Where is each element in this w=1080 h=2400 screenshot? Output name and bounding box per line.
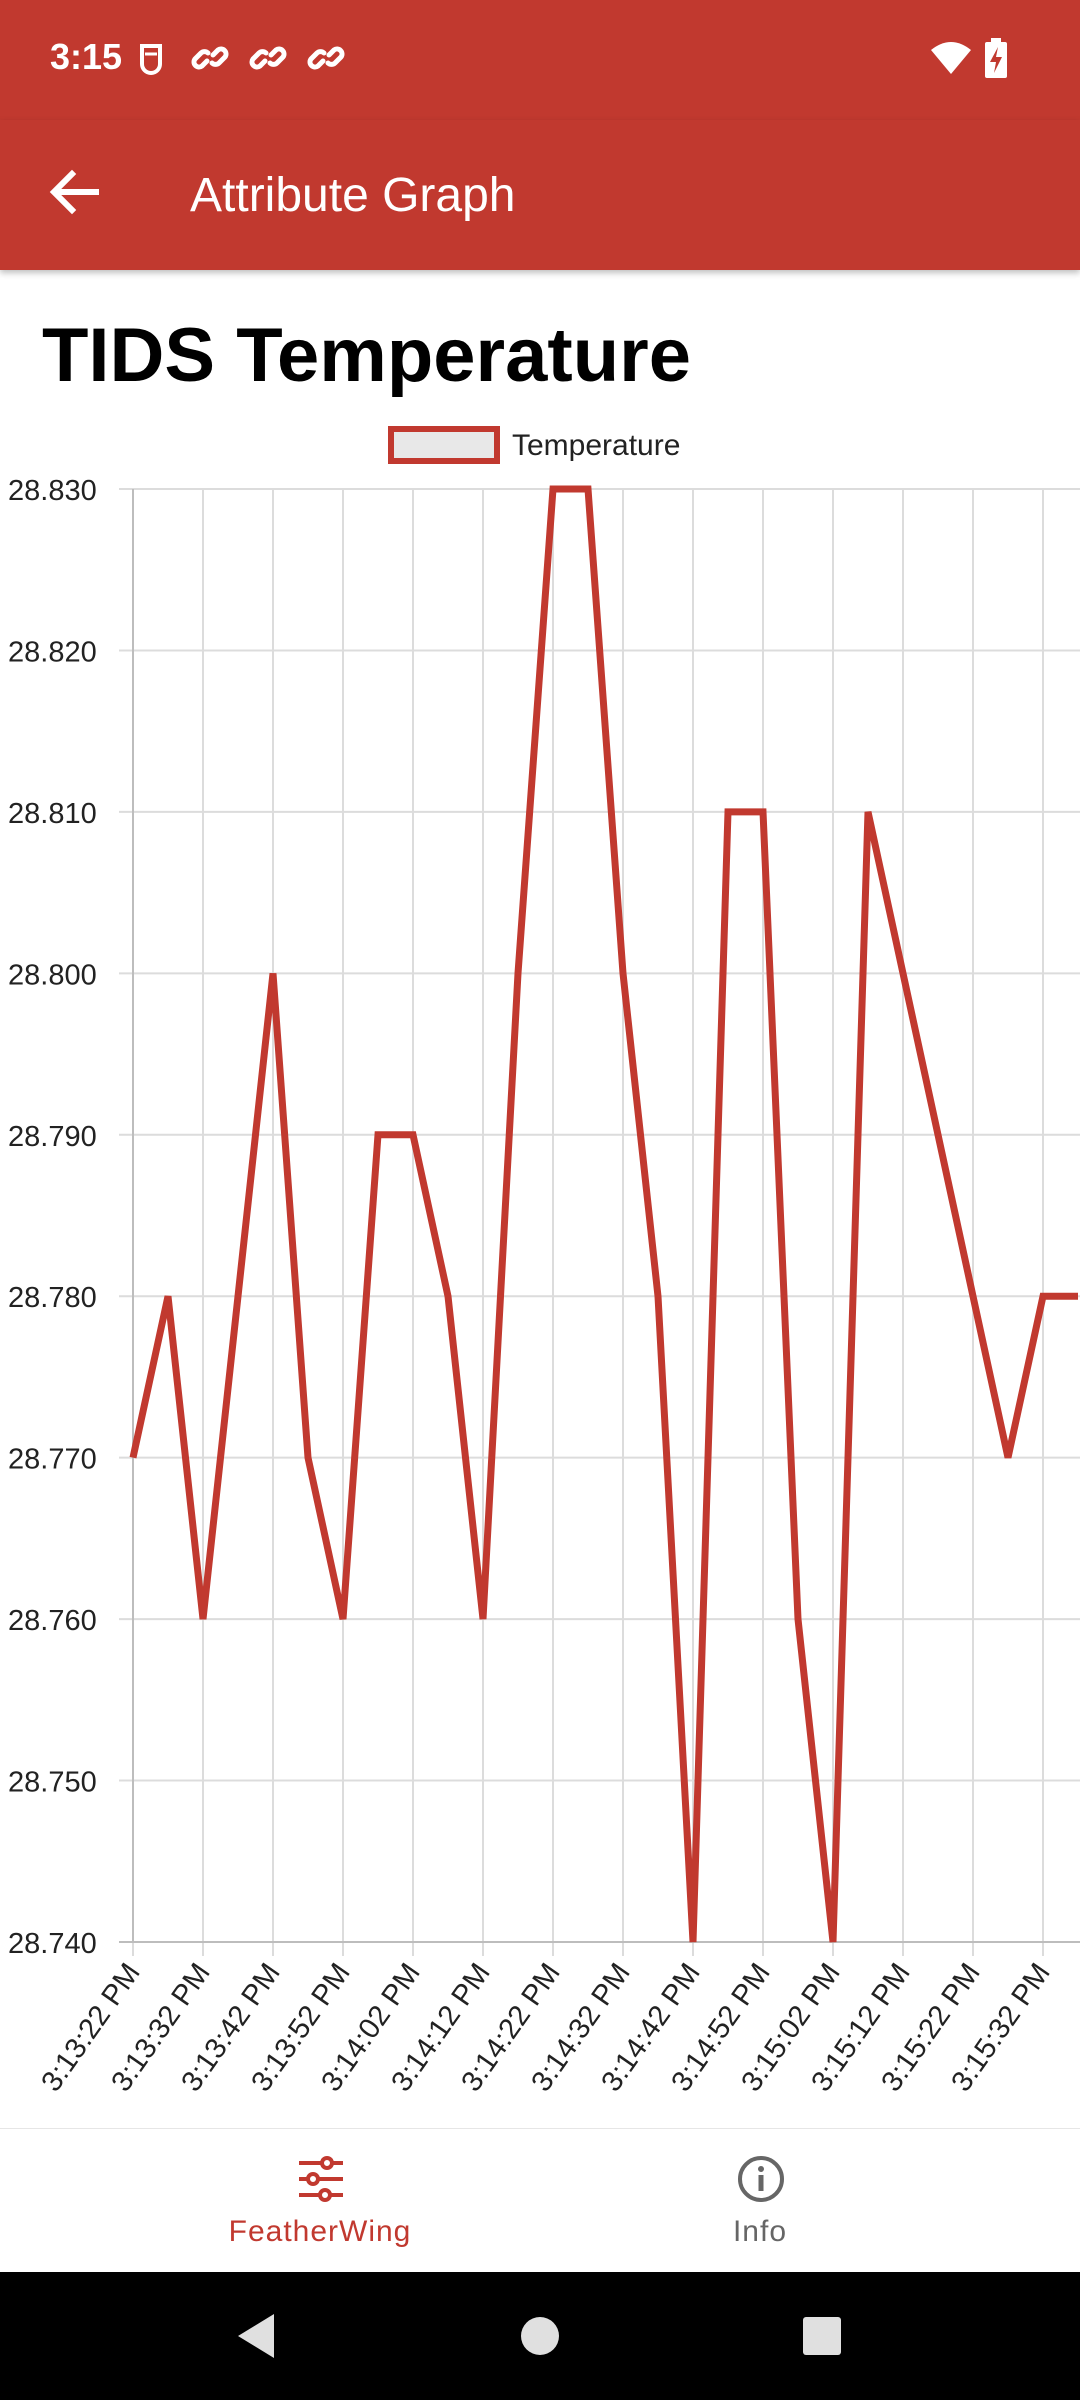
series-line-temperature [129,485,1078,1943]
tab-info[interactable]: Info [490,2129,1030,2273]
y-tick-label: 28.790 [8,1121,97,1153]
home-circle-icon[interactable] [518,2310,562,2362]
temperature-line-chart: 28.830 28.820 28.810 28.800 28.790 28.780 28.7… [8,426,1080,2098]
link-icon [191,46,229,70]
y-tick-label: 28.750 [8,1767,97,1799]
y-tick-label: 28.740 [8,1928,97,1960]
y-tick-label: 28.810 [8,798,97,830]
back-arrow-icon[interactable] [44,162,104,222]
battery-charging-icon [985,38,1007,78]
app-bar: Attribute Graph [0,120,1080,270]
link-icon [307,46,345,70]
app-bar-title: Attribute Graph [190,169,516,222]
y-tick-label: 28.760 [8,1605,97,1637]
tab-featherwing[interactable]: FeatherWing [50,2129,590,2273]
link-icon [249,46,287,70]
y-tick-label: 28.770 [8,1444,97,1476]
y-tick-label: 28.820 [8,636,97,668]
system-navigation-bar [0,2272,1080,2400]
y-tick-label: 28.830 [8,475,97,507]
page-heading: TIDS Temperature [42,313,691,398]
status-bar: 3:15 [0,0,1080,120]
bottom-navigation: FeatherWing Info [0,2128,1080,2273]
legend-swatch [388,426,500,464]
tab-featherwing-label: FeatherWing [228,2215,412,2248]
y-tick-label: 28.780 [8,1282,97,1314]
legend-label: Temperature [512,429,680,462]
tab-info-label: Info [732,2215,788,2248]
status-time: 3:15 [50,36,123,77]
robot-notification-icon [140,44,162,75]
y-tick-label: 28.800 [8,959,97,991]
sliders-icon [299,2156,343,2202]
wifi-icon [931,42,971,74]
info-icon [738,2156,784,2202]
recents-square-icon[interactable] [800,2310,844,2362]
back-triangle-icon[interactable] [234,2310,278,2362]
